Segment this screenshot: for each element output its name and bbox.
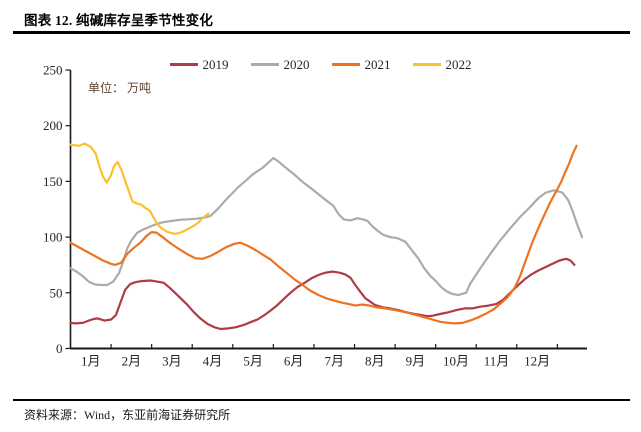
legend-label-2021: 2021 xyxy=(364,57,391,72)
legend-swatch-2019 xyxy=(169,63,198,66)
x-tick-label: 7月 xyxy=(324,354,344,369)
x-tick-label: 9月 xyxy=(406,354,426,369)
x-tick-label: 5月 xyxy=(243,354,263,369)
title-divider xyxy=(13,31,630,34)
legend-swatch-2022 xyxy=(412,63,441,66)
series-line-2021 xyxy=(69,144,578,325)
y-tick-label: 150 xyxy=(43,174,63,189)
y-tick-label: 200 xyxy=(43,118,63,133)
x-tick-label: 1月 xyxy=(81,354,101,369)
x-tick-label: 4月 xyxy=(203,354,223,369)
series-line-2020 xyxy=(69,156,584,297)
y-tick-label: 0 xyxy=(56,341,63,356)
legend-label-2020: 2020 xyxy=(283,57,310,72)
footer-divider xyxy=(13,399,630,401)
legend-swatch-2020 xyxy=(250,63,279,66)
figure-title: 图表 12. 纯碱库存呈季节性变化 xyxy=(24,13,214,28)
legend-item-2020: 2020 xyxy=(250,57,310,72)
legend-swatch-2021 xyxy=(331,63,360,66)
y-tick-label: 250 xyxy=(43,63,63,78)
x-tick-label: 10月 xyxy=(443,354,469,369)
legend-item-2019: 2019 xyxy=(169,57,229,72)
legend-item-2021: 2021 xyxy=(331,57,391,72)
legend-label-2022: 2022 xyxy=(445,57,472,72)
series-line-2022 xyxy=(69,142,210,235)
y-tick-label: 100 xyxy=(43,230,63,245)
legend-label-2019: 2019 xyxy=(202,57,229,72)
y-axis-labels: 0 50 100 150 200 250 xyxy=(43,63,63,357)
x-tick-label: 12月 xyxy=(524,354,550,369)
x-tick-label: 11月 xyxy=(484,354,510,369)
y-tick-label: 50 xyxy=(50,285,63,300)
x-tick-label: 8月 xyxy=(365,354,385,369)
source-note: 资料来源：Wind，东亚前海证券研究所 xyxy=(24,408,231,422)
legend-item-2022: 2022 xyxy=(412,57,472,72)
x-tick-label: 2月 xyxy=(122,354,142,369)
x-tick-label: 6月 xyxy=(284,354,304,369)
x-tick-label: 3月 xyxy=(162,354,182,369)
chart-legend: 2019 2020 2021 2022 xyxy=(0,58,641,71)
x-axis-labels: 1月 2月 3月 4月 5月 6月 7月 8月 9月 10月 11月 12月 xyxy=(81,354,550,369)
unit-label: 单位： 万吨 xyxy=(88,81,152,95)
axes xyxy=(65,69,587,350)
series-line-2019 xyxy=(69,257,576,331)
series-lines xyxy=(69,142,584,331)
